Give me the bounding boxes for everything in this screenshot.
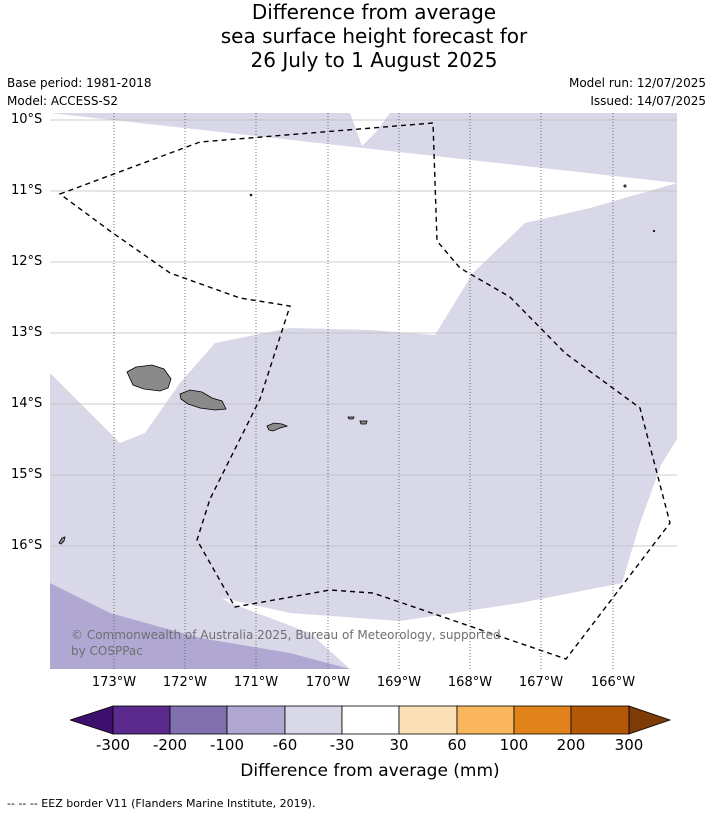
colorbar-swatch <box>341 705 400 735</box>
islands <box>58 184 656 545</box>
title-line-2: sea surface height forecast for <box>220 24 528 48</box>
eez-footnote: -- -- -- EEZ border V11 (Flanders Marine… <box>7 797 316 810</box>
colorbar-swatch <box>570 705 630 735</box>
tutuila-island <box>266 422 289 432</box>
colorbar-swatch <box>226 705 286 735</box>
colorbar-swatch <box>284 705 343 735</box>
model-name-text: Model: ACCESS-S2 <box>7 94 119 108</box>
colorbar-tick-label: -100 <box>209 736 245 754</box>
colorbar-tick-label: 200 <box>556 736 586 754</box>
colorbar-svg <box>68 705 672 735</box>
colorbar-extend-min <box>68 705 114 735</box>
colorbar-tick-label: -200 <box>152 736 188 754</box>
lon-label: 173°W <box>91 675 137 690</box>
lat-label: 10°S <box>11 112 43 127</box>
colorbar <box>68 705 672 741</box>
model-run-text: Model run: 12/07/2025 <box>568 76 706 90</box>
colorbar-tick-label: 30 <box>389 736 409 754</box>
lat-label: 13°S <box>11 325 43 340</box>
anomaly-band-west <box>50 113 350 669</box>
copyright-notice: © Commonwealth of Australia 2025, Bureau… <box>71 628 501 658</box>
colorbar-swatch <box>112 705 171 735</box>
upolu-island <box>179 389 227 411</box>
colorbar-tick-label: -60 <box>272 736 298 754</box>
colorbar-swatch <box>456 705 515 735</box>
western-islet <box>58 536 66 545</box>
lon-label: 170°W <box>305 675 351 690</box>
anomaly-band-negative-100-to-60 <box>50 583 350 669</box>
anomaly-band-negative-60-to-30 <box>50 113 677 621</box>
colorbar-extend-max <box>628 705 672 735</box>
lat-label: 15°S <box>11 467 43 482</box>
colorbar-tick-label: 100 <box>499 736 529 754</box>
colorbar-swatch <box>398 705 458 735</box>
model-info: Base period: 1981-2018 Model: ACCESS-S2 <box>7 74 152 110</box>
map-title: Difference from average sea surface heig… <box>0 0 713 72</box>
lat-label: 12°S <box>11 254 43 269</box>
swains-islet <box>249 193 253 197</box>
title-line-1: Difference from average <box>251 0 497 24</box>
lat-label: 16°S <box>11 538 43 553</box>
colorbar-swatch <box>169 705 228 735</box>
base-period-text: Base period: 1981-2018 <box>7 76 152 90</box>
lon-label: 166°W <box>590 675 636 690</box>
colorbar-tick-label: -300 <box>95 736 131 754</box>
tau-island <box>359 420 368 425</box>
east-islet <box>652 229 656 233</box>
samoa-eez-border <box>58 122 671 660</box>
ofu-island <box>347 416 355 420</box>
title-line-3: 26 July to 1 August 2025 <box>250 48 498 72</box>
lat-label: 11°S <box>11 183 43 198</box>
anomaly-notch <box>350 113 390 146</box>
lon-label: 167°W <box>518 675 564 690</box>
colorbar-swatch <box>513 705 572 735</box>
eez-borders <box>58 122 671 660</box>
map-canvas <box>50 113 677 669</box>
map-panel <box>50 113 677 669</box>
lon-label: 171°W <box>233 675 279 690</box>
colorbar-title: Difference from average (mm) <box>240 761 500 781</box>
lat-label: 14°S <box>11 396 43 411</box>
northeast-islet <box>623 184 627 188</box>
issued-text: Issued: 14/07/2025 <box>590 94 706 108</box>
lon-label: 169°W <box>376 675 422 690</box>
colorbar-tick-label: 60 <box>447 736 467 754</box>
colorbar-tick-label: -30 <box>329 736 355 754</box>
colorbar-tick-label: 300 <box>614 736 644 754</box>
lon-label: 168°W <box>447 675 493 690</box>
savaii-island <box>126 364 172 392</box>
lon-label: 172°W <box>162 675 208 690</box>
run-info: Model run: 12/07/2025 Issued: 14/07/2025 <box>569 74 706 110</box>
